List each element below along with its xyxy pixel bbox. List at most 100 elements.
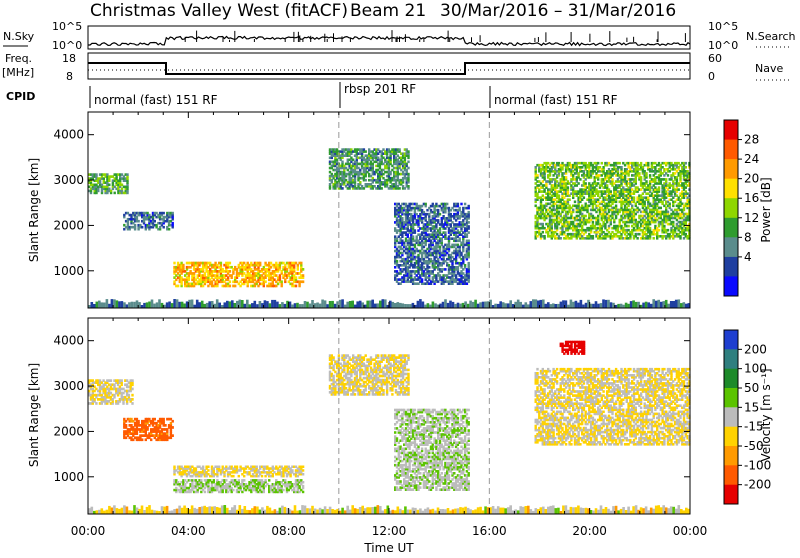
near-range-cell	[143, 303, 146, 308]
near-range-cell	[198, 302, 201, 308]
near-range-cell	[407, 304, 410, 308]
echo-cell	[126, 173, 128, 176]
near-range-cell	[341, 299, 344, 308]
near-range-cell	[294, 303, 297, 308]
near-range-cell	[181, 302, 184, 308]
echo-region	[173, 262, 304, 288]
echo-cell	[182, 264, 184, 267]
near-range-cell	[151, 300, 154, 309]
near-range-cell	[482, 302, 485, 308]
near-range-cell	[620, 304, 623, 308]
near-range-cell	[672, 301, 675, 308]
echo-cell	[601, 162, 603, 165]
near-range-cell	[424, 305, 427, 308]
echo-cell	[653, 237, 655, 240]
near-range-cell	[316, 303, 319, 309]
near-range-cell	[216, 299, 219, 308]
near-range-cell	[600, 303, 603, 308]
echo-cell	[627, 225, 629, 228]
echo-cell	[542, 223, 544, 226]
near-range-cell	[244, 304, 247, 308]
near-range-cell	[422, 302, 425, 309]
echo-cell	[457, 203, 459, 206]
near-range-cell	[625, 303, 628, 308]
near-range-cell	[121, 301, 124, 308]
echo-cell	[645, 172, 647, 175]
near-range-cell	[494, 304, 497, 308]
echo-cell	[439, 213, 441, 216]
echo-cell	[414, 229, 416, 232]
echo-cell	[647, 162, 649, 165]
near-range-cell	[191, 300, 194, 309]
echo-cell	[281, 280, 283, 283]
echo-cell	[667, 229, 669, 232]
echo-cell	[649, 227, 651, 230]
near-range-cell	[246, 300, 249, 308]
near-range-cell	[394, 303, 397, 308]
nave-tick-top: 60	[708, 52, 722, 65]
near-range-cell	[447, 303, 450, 308]
echo-region	[394, 203, 470, 285]
freq-frame	[88, 53, 690, 79]
near-range-cell	[254, 301, 257, 308]
near-range-cell	[166, 302, 169, 308]
echo-cell	[568, 198, 570, 201]
near-range-cell	[279, 304, 282, 308]
echo-cell	[592, 221, 594, 224]
echo-cell	[667, 174, 669, 177]
echo-cell	[259, 262, 261, 265]
freq-unit: [MHz]	[2, 66, 34, 79]
near-range-cell	[366, 301, 369, 308]
echo-cell	[220, 262, 222, 265]
echo-cell	[396, 260, 398, 263]
near-range-cell	[577, 303, 580, 308]
near-range-cell	[442, 302, 445, 308]
echo-cell	[579, 178, 581, 181]
echo-cell	[154, 220, 156, 223]
near-range-cell	[432, 302, 435, 309]
near-range-cell	[103, 303, 106, 309]
mode-label-2: rbsp 201 RF	[344, 82, 416, 96]
near-range-cell	[299, 304, 302, 308]
echo-cell	[464, 264, 466, 267]
echo-cell	[543, 235, 545, 238]
near-range-cell	[251, 303, 254, 308]
echo-cell	[672, 221, 674, 224]
near-range-cell	[572, 302, 575, 308]
near-range-cell	[377, 303, 380, 308]
echo-cell	[565, 176, 567, 179]
echo-cell	[407, 167, 409, 170]
echo-cell	[645, 180, 647, 183]
echo-cell	[229, 285, 231, 288]
near-range-cell	[146, 302, 149, 308]
near-range-cell	[266, 301, 269, 308]
echo-cell	[585, 182, 587, 185]
near-range-cell	[183, 304, 186, 309]
near-range-cell	[324, 300, 327, 308]
near-range-cell	[148, 302, 151, 309]
echo-cell	[663, 225, 665, 228]
echo-cell	[229, 270, 231, 273]
echo-cell	[421, 278, 423, 281]
echo-cell	[685, 162, 687, 165]
y-tick-label: 3000	[53, 173, 84, 187]
echo-cell	[558, 194, 560, 197]
near-range-cell	[98, 301, 101, 308]
near-range-cell	[627, 304, 630, 308]
echo-cell	[444, 268, 446, 271]
echo-cell	[585, 215, 587, 218]
near-range-cell	[196, 300, 199, 308]
echo-region	[329, 148, 410, 189]
near-range-cell	[457, 303, 460, 308]
near-range-cell	[399, 303, 402, 308]
near-range-cell	[675, 300, 678, 308]
near-range-cell	[156, 302, 159, 308]
echo-region	[535, 162, 691, 240]
near-range-cell	[241, 300, 244, 308]
near-range-cell	[334, 304, 337, 308]
mode-label-1: normal (fast) 151 RF	[94, 93, 218, 107]
near-range-cell	[535, 299, 538, 308]
near-range-cell	[580, 300, 583, 308]
near-range-cell	[507, 303, 510, 308]
